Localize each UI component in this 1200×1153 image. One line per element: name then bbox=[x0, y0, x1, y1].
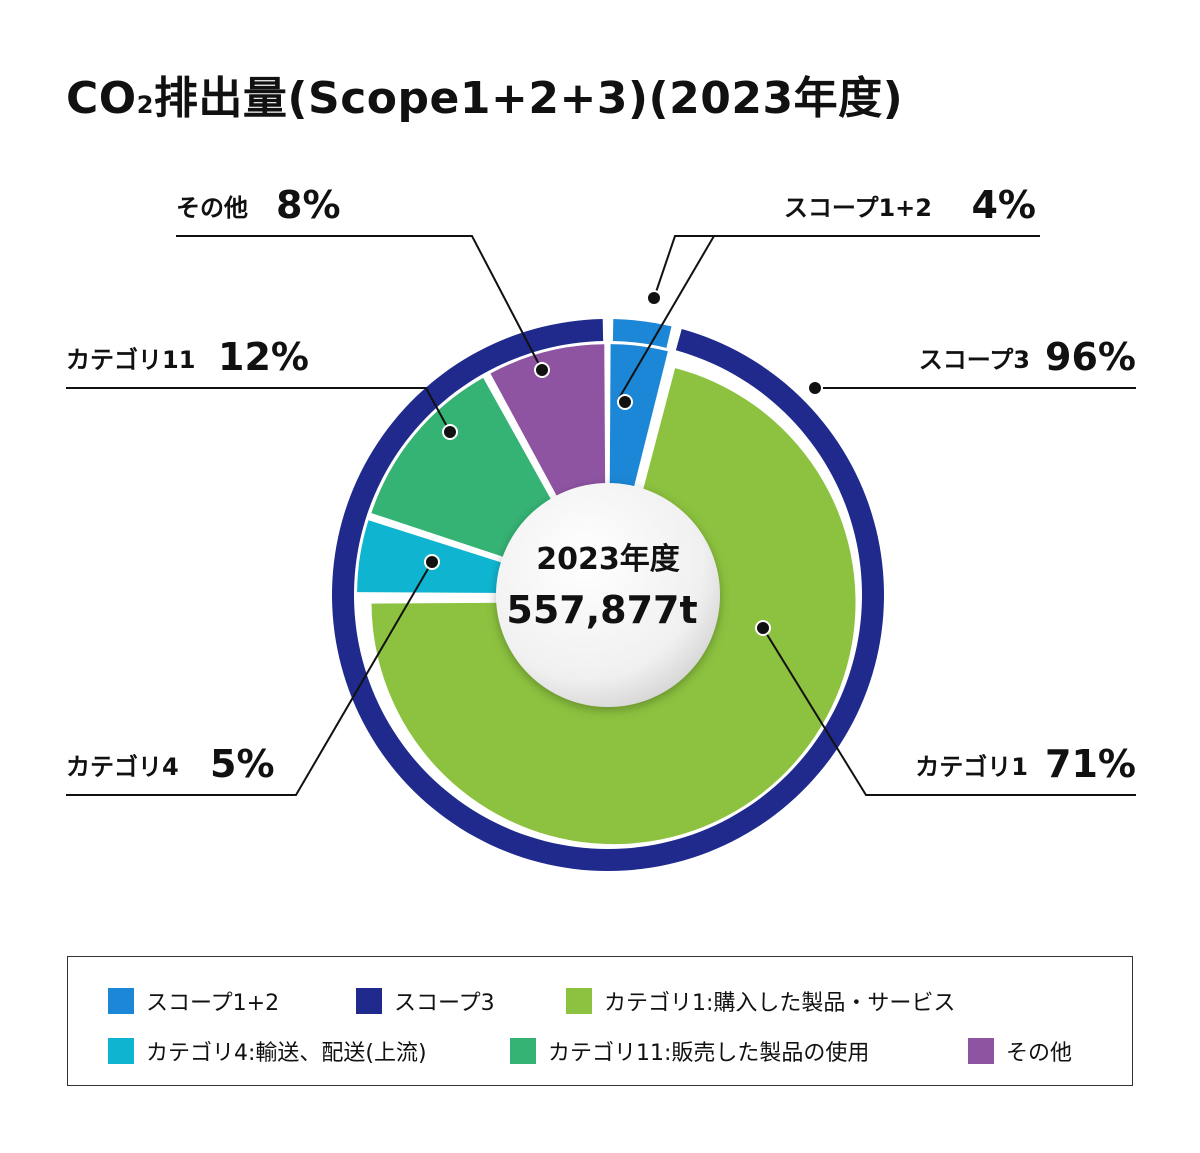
legend-item-scope3: スコープ3 bbox=[356, 985, 495, 1017]
callout-label-other: その他 bbox=[176, 194, 248, 222]
callout-dot-cat1 bbox=[755, 620, 771, 636]
legend-label-cat4: カテゴリ4:輸送、配送(上流) bbox=[146, 1041, 427, 1066]
legend-label-cat11: カテゴリ11:販売した製品の使用 bbox=[548, 1041, 870, 1066]
legend-item-cat11: カテゴリ11:販売した製品の使用 bbox=[510, 1035, 869, 1067]
callout-dot-other bbox=[534, 362, 550, 378]
callout-scope12: スコープ1+2 4% bbox=[617, 183, 1040, 410]
legend-label-other: その他 bbox=[1006, 1041, 1073, 1066]
center-total: 557,877t bbox=[506, 588, 697, 632]
legend-swatch-cat11 bbox=[510, 1038, 536, 1064]
callout-dot-scope12-inner bbox=[617, 394, 633, 410]
leader-line-cat11 bbox=[66, 387, 451, 433]
legend-swatch-scope12 bbox=[108, 988, 134, 1014]
callout-pct-other: 8% bbox=[276, 183, 341, 227]
center-disc bbox=[496, 483, 720, 707]
callout-other: その他 8% bbox=[176, 183, 550, 378]
legend-swatch-cat4 bbox=[108, 1038, 134, 1064]
donut-chart: 2023年度 557,877t スコープ1+2 4% スコープ3 96% カテゴリ1 71… bbox=[66, 183, 1136, 871]
center-year: 2023年度 bbox=[536, 542, 680, 577]
legend-swatch-scope3 bbox=[356, 988, 382, 1014]
title-subscript: 2 bbox=[136, 91, 154, 119]
callout-pct-scope3: 96% bbox=[1045, 335, 1136, 379]
callout-dot-scope12 bbox=[646, 290, 662, 306]
leader-line-cat4 bbox=[66, 561, 433, 796]
callout-pct-cat4: 5% bbox=[210, 742, 275, 786]
callout-cat4: カテゴリ4 5% bbox=[66, 554, 440, 796]
legend-item-cat4: カテゴリ4:輸送、配送(上流) bbox=[108, 1035, 427, 1067]
legend-label-scope12: スコープ1+2 bbox=[146, 991, 280, 1016]
callout-label-cat11: カテゴリ11 bbox=[66, 346, 195, 374]
title-suffix: 排出量(Scope1+2+3)(2023年度) bbox=[153, 73, 904, 124]
legend-swatch-other bbox=[968, 1038, 994, 1064]
leader-line-cat1 bbox=[762, 627, 1136, 796]
callout-cat1: カテゴリ1 71% bbox=[755, 620, 1136, 796]
callout-dot-cat4 bbox=[424, 554, 440, 570]
leader-line-other bbox=[176, 235, 543, 371]
title-prefix: CO bbox=[66, 73, 137, 124]
callout-pct-cat11: 12% bbox=[218, 335, 309, 379]
callout-cat11: カテゴリ11 12% bbox=[66, 335, 458, 440]
legend-item-other: その他 bbox=[968, 1035, 1072, 1067]
legend-swatch-cat1 bbox=[566, 988, 592, 1014]
callout-scope3: スコープ3 96% bbox=[807, 335, 1136, 396]
legend: スコープ1+2 スコープ3 カテゴリ1:購入した製品・サービスカテゴリ4:輸送、配送… bbox=[67, 956, 1133, 1086]
center-circle: 2023年度 557,877t bbox=[496, 483, 720, 707]
legend-item-scope12: スコープ1+2 bbox=[108, 985, 279, 1017]
ring-segment-scope12 bbox=[612, 319, 672, 348]
leader-line-scope12-inner bbox=[617, 235, 715, 401]
callout-pct-scope12: 4% bbox=[971, 183, 1036, 227]
callouts: スコープ1+2 4% スコープ3 96% カテゴリ1 71% カテゴリ4 5% カテゴリ11 12… bbox=[66, 183, 1136, 796]
callout-label-scope12: スコープ1+2 bbox=[784, 194, 932, 222]
callout-pct-cat1: 71% bbox=[1045, 742, 1136, 786]
leader-line-scope12 bbox=[653, 235, 1040, 299]
chart-title: CO2排出量(Scope1+2+3)(2023年度) bbox=[66, 62, 903, 126]
legend-item-cat1: カテゴリ1:購入した製品・サービス bbox=[566, 985, 955, 1017]
callout-label-cat4: カテゴリ4 bbox=[66, 753, 179, 781]
outer-ring bbox=[332, 319, 884, 871]
callout-dot-cat11 bbox=[442, 424, 458, 440]
callout-dot-scope3 bbox=[807, 380, 823, 396]
legend-label-scope3: スコープ3 bbox=[394, 991, 495, 1016]
callout-label-cat1: カテゴリ1 bbox=[915, 753, 1028, 781]
callout-label-scope3: スコープ3 bbox=[919, 346, 1030, 374]
legend-label-cat1: カテゴリ1:購入した製品・サービス bbox=[604, 991, 956, 1016]
